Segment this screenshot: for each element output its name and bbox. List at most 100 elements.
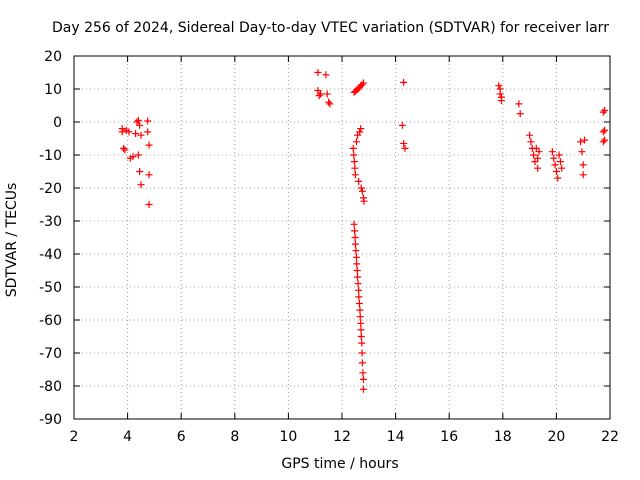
y-tick-label: 0: [53, 115, 62, 131]
y-tick-label: -80: [39, 379, 62, 395]
data-point: [145, 201, 153, 208]
x-tick-label: 10: [279, 429, 297, 445]
data-point: [556, 158, 564, 166]
data-point: [526, 131, 534, 139]
data-point: [352, 253, 360, 261]
data-point: [534, 164, 542, 172]
data-point: [351, 234, 359, 241]
data-point: [125, 128, 133, 136]
data-point: [351, 171, 359, 179]
data-point: [317, 90, 325, 98]
data-point: [129, 153, 137, 161]
data-point: [120, 144, 128, 152]
data-point: [355, 293, 363, 301]
data-point: [599, 108, 607, 116]
x-tick-label: 18: [494, 429, 512, 445]
x-tick-label: 2: [70, 429, 79, 445]
data-point: [356, 128, 364, 136]
data-point: [353, 267, 361, 274]
data-point: [358, 187, 366, 195]
data-point: [118, 128, 126, 136]
data-point: [357, 184, 365, 192]
data-point: [137, 131, 145, 139]
data-point: [515, 100, 523, 108]
data-point: [400, 139, 408, 147]
data-point: [550, 154, 558, 162]
data-point: [144, 117, 152, 125]
data-point: [354, 273, 362, 281]
data-point: [555, 151, 563, 159]
data-point: [357, 125, 365, 133]
data-point: [357, 319, 365, 327]
data-point: [356, 313, 364, 321]
x-tick-label: 6: [177, 429, 186, 445]
chart-title: Day 256 of 2024, Sidereal Day-to-day VTE…: [52, 20, 609, 36]
x-tick-label: 12: [333, 429, 351, 445]
y-tick-label: -90: [39, 412, 62, 428]
y-tick-label: -30: [39, 214, 62, 230]
data-point: [132, 130, 140, 138]
data-point: [358, 81, 366, 89]
x-tick-label: 20: [547, 429, 565, 445]
y-tick-label: -50: [39, 280, 62, 296]
data-point: [534, 154, 542, 162]
x-tick-label: 4: [123, 429, 132, 445]
data-point: [134, 151, 142, 159]
x-tick-label: 22: [601, 429, 619, 445]
data-point: [535, 148, 543, 156]
data-point: [548, 148, 556, 156]
data-point: [136, 168, 144, 175]
data-point: [144, 128, 152, 136]
data-point: [357, 333, 365, 340]
data-point: [581, 136, 589, 144]
data-point: [579, 161, 587, 169]
data-point: [601, 126, 609, 134]
data-point: [359, 79, 367, 87]
x-tick-label: 16: [440, 429, 458, 445]
y-tick-label: -40: [39, 247, 62, 263]
data-point: [516, 110, 524, 118]
data-point: [357, 326, 365, 334]
data-point: [136, 121, 144, 129]
data-point: [358, 339, 366, 347]
data-point: [401, 144, 409, 152]
data-point: [350, 151, 358, 159]
data-point: [134, 116, 142, 124]
data-point: [497, 97, 505, 105]
data-point: [359, 369, 367, 377]
data-point: [322, 71, 330, 79]
data-point: [599, 128, 607, 136]
data-point: [495, 82, 503, 90]
x-tick-label: 8: [230, 429, 239, 445]
data-point: [400, 78, 408, 86]
data-point: [554, 174, 562, 182]
data-point: [579, 171, 587, 179]
data-point: [355, 177, 363, 185]
data-point: [552, 168, 560, 175]
data-point: [145, 141, 153, 149]
data-point: [359, 385, 367, 393]
data-point: [354, 280, 362, 288]
data-point: [351, 240, 359, 248]
data-point: [137, 181, 145, 189]
data-point: [353, 260, 361, 268]
grid: [74, 56, 610, 419]
data-point: [398, 121, 406, 129]
data-point: [145, 171, 153, 179]
data-point: [599, 138, 607, 146]
x-tick-label: 14: [387, 429, 405, 445]
data-point: [323, 90, 331, 98]
y-tick-label: 20: [44, 49, 62, 65]
y-tick-label: -60: [39, 313, 62, 329]
y-tick-label: -70: [39, 346, 62, 362]
data-point: [325, 98, 333, 106]
data-point: [352, 247, 360, 255]
data-point: [350, 158, 358, 166]
data-point: [326, 100, 334, 108]
data-point: [496, 90, 504, 98]
data-point: [315, 92, 323, 100]
data-point: [350, 220, 358, 228]
data-point: [578, 148, 586, 156]
data-point: [601, 106, 609, 114]
